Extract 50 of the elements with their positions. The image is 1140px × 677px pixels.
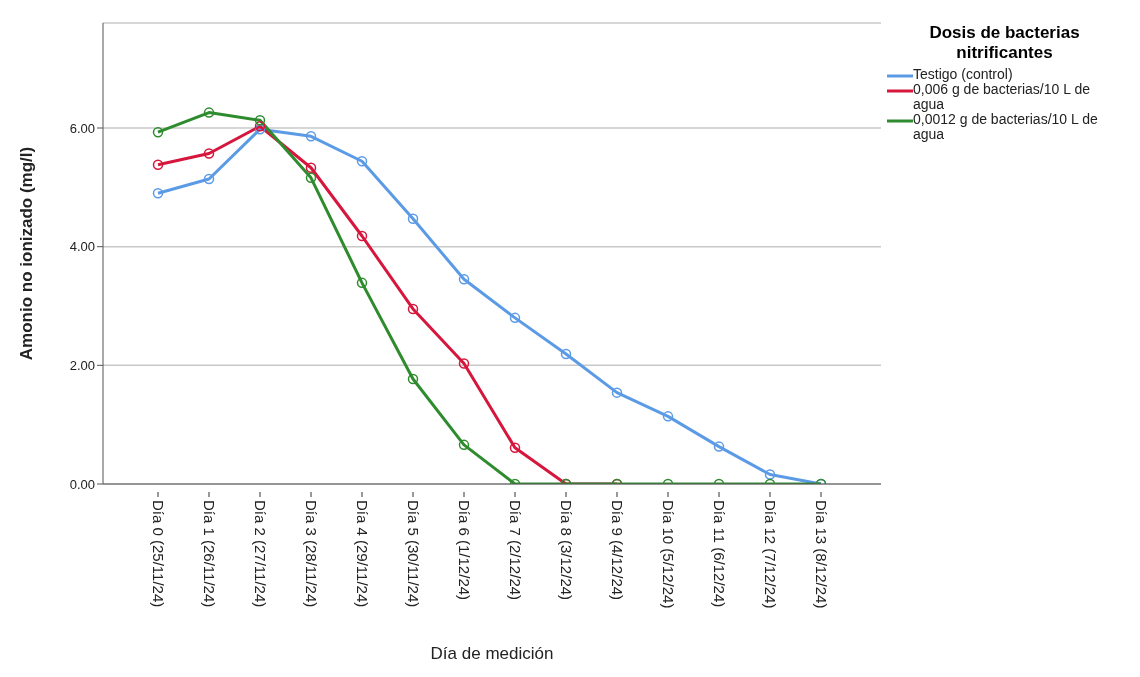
point <box>203 148 215 159</box>
point <box>509 312 521 324</box>
y-axis-title: Amonio no ionizado (mg/l) <box>17 146 37 361</box>
point <box>509 442 521 454</box>
point <box>458 274 470 285</box>
x-tick-label: Día 2 (27/11/24) <box>252 500 269 608</box>
x-axis-title: Día de medición <box>430 644 554 663</box>
x-tick-label: Día 13 (8/12/24) <box>813 500 830 609</box>
point <box>458 439 470 451</box>
legend-label: 0,0012 g de bacterias/10 L de agua <box>913 111 1099 142</box>
point <box>254 115 266 126</box>
y-tick-label: 0.00 <box>69 476 95 492</box>
x-tick-label: Día 8 (3/12/24) <box>558 500 575 601</box>
point <box>662 411 674 422</box>
x-tick-label: Día 10 (5/12/24) <box>660 500 677 609</box>
point <box>356 155 368 167</box>
point <box>356 230 368 242</box>
point <box>203 107 215 118</box>
y-tick-label: 2.00 <box>69 357 95 373</box>
x-tick-label: Día 0 (25/11/24) <box>150 500 167 608</box>
x-tick-label: Día 11 (6/12/24) <box>711 500 728 608</box>
point <box>203 173 215 185</box>
point <box>560 348 572 360</box>
point <box>407 373 419 385</box>
y-tick-label: 4.00 <box>69 239 95 255</box>
x-tick-label: Día 9 (4/12/24) <box>609 500 626 601</box>
y-tick-label: 6.00 <box>69 120 95 136</box>
legend-title: Dosis de bacterias nitrificantes <box>928 23 1081 63</box>
point <box>356 277 368 289</box>
point <box>305 162 317 174</box>
point <box>152 126 164 138</box>
point <box>611 387 623 398</box>
point <box>713 441 725 452</box>
point <box>305 172 317 184</box>
legend-label: 0,006 g de bacterias/10 L de agua <box>913 81 1091 112</box>
x-tick-label: Día 1 (26/11/24) <box>201 500 218 608</box>
point <box>152 159 164 171</box>
point <box>407 303 419 315</box>
x-tick-label: Día 12 (7/12/24) <box>762 500 779 609</box>
point <box>458 358 470 369</box>
x-tick-label: Día 5 (30/11/24) <box>405 500 422 608</box>
x-tick-label: Día 4 (29/11/24) <box>354 500 371 608</box>
point <box>152 188 164 199</box>
point <box>764 469 776 480</box>
x-tick-label: Día 6 (1/12/24) <box>456 500 473 601</box>
x-tick-label: Día 7 (2/12/24) <box>507 500 524 601</box>
legend-label: Testigo (control) <box>913 66 1013 82</box>
point <box>305 131 317 142</box>
point <box>407 213 419 225</box>
x-tick-label: Día 3 (28/11/24) <box>303 500 320 608</box>
